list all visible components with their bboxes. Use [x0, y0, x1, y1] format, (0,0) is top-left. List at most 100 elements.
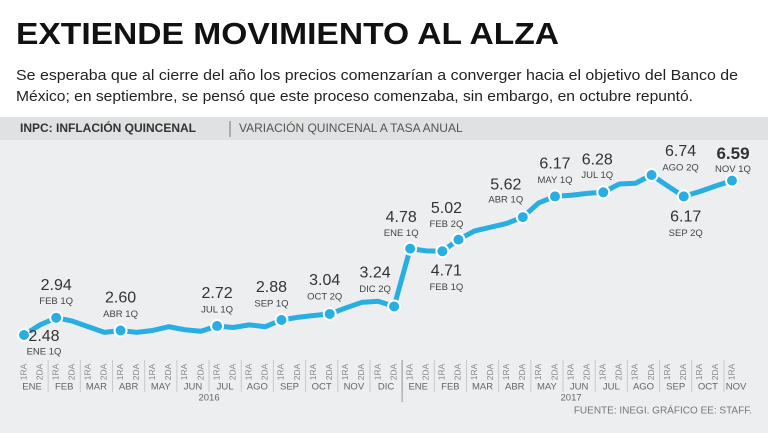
month-label: NOV	[726, 382, 747, 393]
x-tick-label: 1RA	[694, 363, 704, 380]
year-label: 2016	[198, 393, 219, 404]
x-tick-label: 1RA	[308, 363, 318, 380]
value-label: 3.24	[360, 265, 391, 282]
x-tick-label: 1RA	[179, 363, 189, 380]
x-tick-label: 1RA	[501, 363, 511, 380]
point	[387, 299, 402, 314]
value-label: 5.02	[431, 200, 462, 217]
point-label: JUL 1Q	[201, 305, 233, 316]
month-label: FEB	[441, 382, 459, 393]
subtitle: Se esperaba que al cierre del año los pr…	[16, 67, 738, 84]
value-label: 2.48	[28, 328, 59, 345]
month-label: ABR	[119, 382, 139, 393]
x-tick-label: 1RA	[276, 363, 286, 380]
x-tick-label: 1RA	[565, 363, 575, 380]
value-label: 6.17	[670, 209, 701, 226]
x-tick-label: 2DA	[678, 363, 688, 380]
month-label: MAY	[151, 382, 172, 393]
x-tick-label: 1RA	[437, 363, 447, 380]
month-label: JUL	[603, 382, 620, 393]
month-label: ABR	[505, 382, 525, 393]
value-label: 6.28	[582, 151, 613, 168]
x-tick-label: 1RA	[533, 363, 543, 380]
month-label: JUN	[570, 382, 589, 393]
x-tick-label: 1RA	[404, 363, 414, 380]
month-label: FEB	[55, 382, 73, 393]
x-tick-label: 2DA	[324, 363, 334, 380]
point-label: NOV 1Q	[715, 164, 751, 175]
point-label: ABR 1Q	[103, 309, 138, 320]
x-tick-label: 2DA	[549, 363, 559, 380]
month-label: ENE	[408, 382, 428, 393]
point-label: AGO 2Q	[662, 163, 698, 174]
x-tick-label: 2DA	[292, 363, 302, 380]
x-tick-label: 1RA	[598, 363, 608, 380]
month-label: MAY	[537, 382, 558, 393]
subtitle: México; en septiembre, se pensó que este…	[16, 88, 693, 105]
point-label: FEB 1Q	[39, 296, 73, 307]
point-label: DIC 2Q	[359, 284, 391, 295]
point	[451, 232, 466, 247]
x-tick-label: 1RA	[726, 363, 736, 380]
point	[403, 241, 418, 256]
point-label: OCT 2Q	[307, 291, 342, 302]
x-tick-label: 2DA	[646, 363, 656, 380]
point-label: FEB 2Q	[430, 219, 464, 230]
month-label: ENE	[22, 382, 42, 393]
point-label: ENE 1Q	[384, 228, 419, 239]
x-tick-label: 1RA	[115, 363, 125, 380]
point-label: ENE 1Q	[27, 347, 62, 358]
x-tick-label: 2DA	[614, 363, 624, 380]
value-label: 4.78	[386, 209, 417, 226]
year-label: 2017	[561, 393, 582, 404]
value-label: 2.94	[41, 277, 72, 294]
point	[644, 168, 659, 182]
x-tick-label: 2DA	[453, 363, 463, 380]
month-label: JUN	[184, 382, 203, 393]
x-tick-label: 2DA	[485, 363, 495, 380]
month-label: AGO	[633, 382, 654, 393]
x-tick-label: 1RA	[18, 363, 28, 380]
point-label: SEP 1Q	[254, 298, 288, 309]
x-tick-label: 2DA	[388, 363, 398, 380]
month-label: AGO	[247, 382, 268, 393]
value-label: 2.72	[202, 285, 233, 302]
x-tick-label: 1RA	[662, 363, 672, 380]
x-tick-label: 2DA	[260, 363, 270, 380]
month-label: NOV	[344, 382, 365, 393]
value-label: 3.04	[309, 272, 340, 289]
value-label: 6.17	[539, 156, 570, 173]
month-label: MAR	[472, 382, 493, 393]
month-label: DIC	[378, 382, 395, 393]
point	[515, 210, 530, 225]
point	[322, 306, 337, 321]
x-tick-label: 1RA	[630, 363, 640, 380]
header-band	[0, 117, 768, 140]
x-tick-label: 1RA	[50, 363, 60, 380]
point	[435, 244, 450, 259]
x-tick-label: 2DA	[710, 363, 720, 380]
value-label: 5.62	[490, 176, 521, 193]
x-tick-label: 2DA	[67, 363, 77, 380]
month-label: JUL	[217, 382, 234, 393]
point-label: ABR 1Q	[488, 195, 523, 206]
value-label: 6.59	[716, 144, 749, 163]
line	[21, 172, 735, 338]
month-label: OCT	[312, 382, 332, 393]
point	[113, 323, 128, 338]
x-tick-label: 1RA	[83, 363, 93, 380]
x-tick-label: 2DA	[356, 363, 366, 380]
x-tick-label: 2DA	[99, 363, 109, 380]
point-label: FEB 1Q	[429, 282, 463, 293]
x-tick-label: 2DA	[195, 363, 205, 380]
point	[49, 310, 64, 325]
month-label: MAR	[86, 382, 107, 393]
chart-title: EXTIENDE MOVIMIENTO AL ALZA	[16, 16, 559, 51]
month-label: OCT	[698, 382, 718, 393]
x-tick-label: 2DA	[34, 363, 44, 380]
point	[676, 189, 691, 204]
x-tick-label: 2DA	[421, 363, 431, 380]
point	[210, 318, 225, 333]
point	[548, 189, 562, 204]
